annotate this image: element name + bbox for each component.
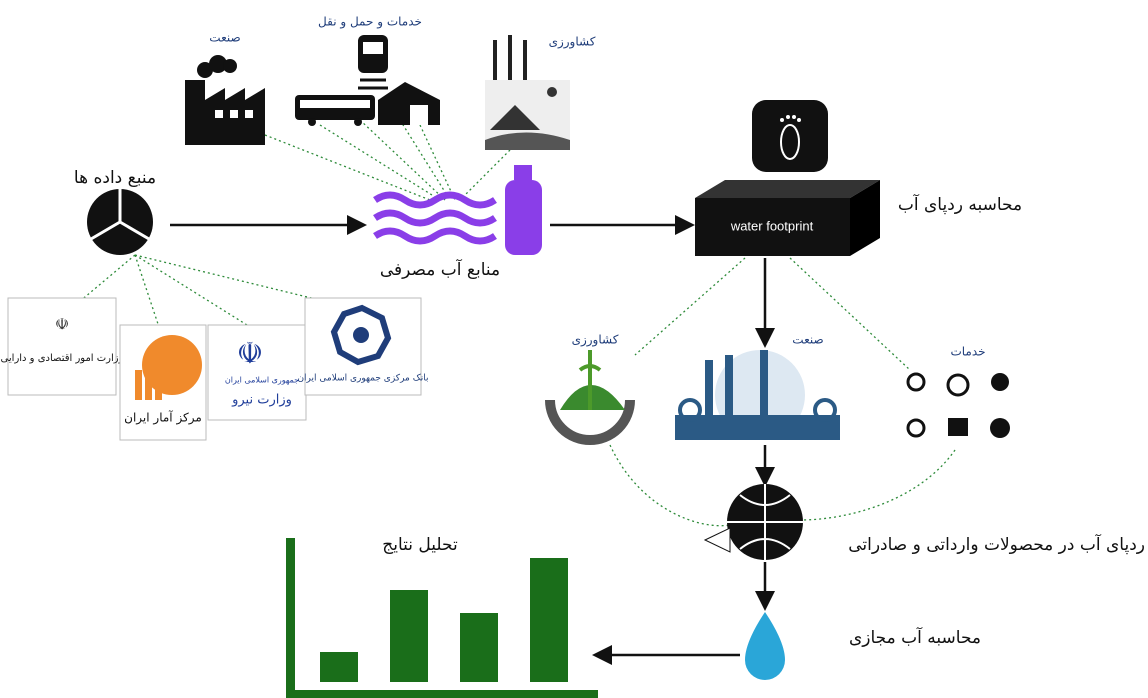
sector-label: صنعت xyxy=(792,333,823,347)
industry-lower-icon xyxy=(675,350,840,440)
svg-text:☫: ☫ xyxy=(237,337,264,372)
analysis-icon xyxy=(286,538,598,698)
trade-globe-icon xyxy=(703,484,803,560)
virtual-water-label: محاسبه آب مجازی xyxy=(849,626,981,648)
label: وزارت نیرو xyxy=(231,393,292,408)
logo-energy: ☫ جمهوری اسلامی ایران وزارت نیرو xyxy=(207,324,307,421)
analysis-label: تحلیل نتایج xyxy=(382,535,458,555)
footprint-box: water footprint xyxy=(695,180,880,256)
water-resources-label: منابع آب مصرفی xyxy=(380,258,500,280)
label: بانک مرکزی جمهوری اسلامی ایران xyxy=(297,374,428,384)
svg-text:☫: ☫ xyxy=(55,315,69,334)
data-source-icon xyxy=(87,189,153,255)
data-source-title: منبع داده ها xyxy=(74,168,156,188)
arrows xyxy=(170,215,775,665)
services-icons xyxy=(906,372,1010,438)
label: جمهوری اسلامی ایران xyxy=(225,376,299,385)
drop-icon xyxy=(745,612,785,680)
sector-label: صنعت xyxy=(209,31,240,45)
label: مرکز آمار ایران xyxy=(124,410,202,426)
transport-icon xyxy=(295,35,440,126)
logo-economy: ☫ وزارت امور اقتصادی و دارایی xyxy=(1,297,124,396)
label: وزارت امور اقتصادی و دارایی xyxy=(1,353,124,364)
agriculture-icon xyxy=(485,35,570,150)
sector-label: خدمات و حمل و نقل xyxy=(318,15,422,30)
sector-label: خدمات xyxy=(950,345,985,359)
sector-label: کشاورزی xyxy=(549,35,596,50)
water-icon xyxy=(373,165,542,255)
logo-central-bank: بانک مرکزی جمهوری اسلامی ایران xyxy=(297,297,429,396)
trade-label: ردپای آب در محصولات وارداتی و صادراتی xyxy=(848,533,1145,555)
industry-icon xyxy=(185,55,265,145)
agriculture-gear-icon xyxy=(545,350,635,445)
footprint-label: محاسبه ردپای آب xyxy=(898,193,1022,215)
label: water footprint xyxy=(730,218,814,233)
logo-statistics: مرکز آمار ایران xyxy=(119,324,207,441)
footprint-icon xyxy=(752,100,828,172)
sector-label: کشاورزی xyxy=(572,333,619,348)
